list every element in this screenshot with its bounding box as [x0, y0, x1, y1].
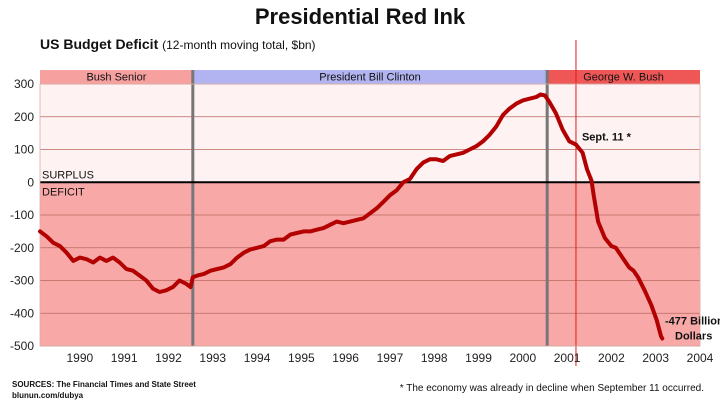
deficit-label: DEFICIT: [42, 186, 85, 198]
presidency-band: [40, 70, 193, 84]
x-tick-label: 1994: [244, 351, 271, 365]
chart-title: Presidential Red Ink: [254, 4, 466, 29]
x-tick-label: 1999: [465, 351, 492, 365]
sources-line: SOURCES: The Financial Times and State S…: [12, 380, 196, 389]
y-tick-label: -200: [10, 241, 34, 255]
presidency-label: President Bill Clinton: [319, 72, 421, 84]
x-tick-label: 2003: [642, 351, 669, 365]
y-tick-label: -500: [10, 339, 34, 353]
chart-subtitle: US Budget Deficit (12-month moving total…: [40, 36, 316, 52]
x-tick-label: 1997: [377, 351, 404, 365]
x-tick-label: 1995: [288, 351, 315, 365]
subtitle-text: US Budget Deficit: [40, 36, 159, 52]
final-value-annotation: -477 Billion: [665, 316, 720, 328]
x-tick-label: 1996: [332, 351, 359, 365]
x-tick-label: 1993: [199, 351, 226, 365]
y-tick-label: 300: [14, 77, 34, 91]
x-tick-label: 1992: [155, 351, 182, 365]
sources-note: SOURCES: The Financial Times and State S…: [12, 379, 196, 401]
y-tick-label: -300: [10, 274, 34, 288]
y-tick-label: 100: [14, 143, 34, 157]
presidency-label: Bush Senior: [86, 72, 146, 84]
x-tick-label: 2002: [598, 351, 625, 365]
y-tick-label: 200: [14, 110, 34, 124]
x-tick-label: 2000: [509, 351, 536, 365]
x-tick-label: 1990: [67, 351, 94, 365]
y-tick-label: -100: [10, 208, 34, 222]
surplus-area: [40, 84, 700, 183]
subtitle-unit: (12-month moving total, $bn): [162, 38, 316, 52]
x-tick-label: 2001: [554, 351, 581, 365]
x-tick-label: 1991: [111, 351, 138, 365]
y-tick-label: 0: [27, 175, 34, 189]
website-line: blunun.com/dubya: [12, 391, 84, 400]
plot-frame: [39, 83, 701, 347]
sept11-annotation: Sept. 11 *: [582, 132, 632, 144]
surplus-label: SURPLUS: [42, 169, 94, 181]
presidency-band: [192, 70, 548, 84]
presidency-label: George W. Bush: [583, 72, 664, 84]
presidency-band: [547, 70, 700, 84]
x-tick-label: 1998: [421, 351, 448, 365]
y-tick-label: -400: [10, 306, 34, 320]
deficit-area: [40, 182, 700, 346]
final-value-unit: Dollars: [675, 330, 712, 342]
footnote: * The economy was already in decline whe…: [399, 383, 704, 394]
x-tick-label: 2004: [687, 351, 714, 365]
deficit-line: [38, 92, 665, 341]
